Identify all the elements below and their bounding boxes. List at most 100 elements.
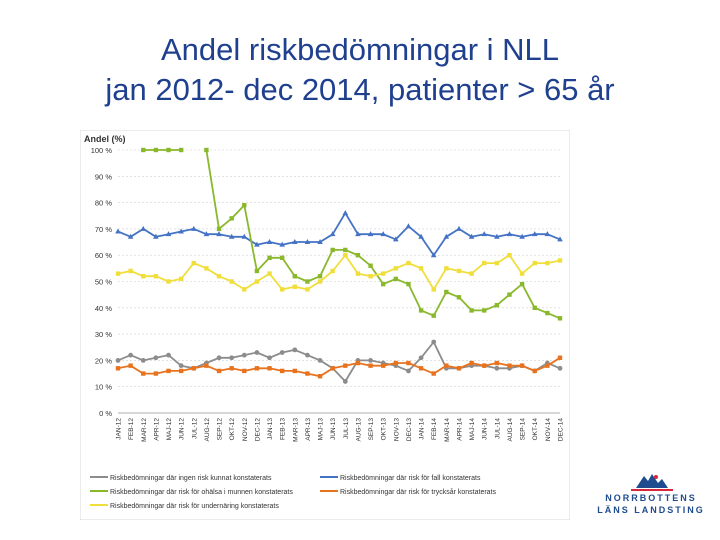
data-point bbox=[532, 305, 537, 310]
brand-emblem bbox=[631, 474, 673, 491]
data-point bbox=[368, 363, 373, 368]
x-tick-label: DEC-14 bbox=[558, 418, 565, 442]
data-point bbox=[178, 276, 184, 282]
data-point bbox=[216, 368, 222, 374]
data-point bbox=[140, 358, 146, 363]
data-point bbox=[418, 355, 424, 361]
data-point bbox=[115, 271, 121, 276]
data-point bbox=[444, 266, 449, 271]
legend-item: Riskbedömningar där risk för ohälsa i mu… bbox=[90, 489, 293, 496]
data-point bbox=[241, 352, 247, 358]
data-point bbox=[279, 350, 285, 355]
data-point bbox=[279, 368, 285, 374]
data-point bbox=[557, 258, 563, 263]
x-tick-label: JAN-13 bbox=[267, 418, 274, 440]
data-point bbox=[153, 371, 159, 376]
data-point bbox=[355, 231, 361, 237]
legend-item: Riskbedömningar där risk för trycksår ko… bbox=[320, 488, 496, 496]
series-3 bbox=[115, 355, 563, 379]
data-point bbox=[166, 147, 171, 153]
data-point bbox=[456, 366, 462, 371]
x-tick-label: JUN-13 bbox=[330, 418, 337, 440]
data-point bbox=[431, 339, 437, 345]
x-tick-label: JUN-12 bbox=[179, 418, 186, 440]
data-point bbox=[393, 266, 399, 271]
data-point bbox=[216, 226, 222, 232]
data-point bbox=[557, 355, 563, 360]
data-point bbox=[431, 287, 436, 292]
data-point bbox=[507, 363, 512, 368]
data-point bbox=[406, 368, 411, 374]
data-point bbox=[115, 366, 121, 371]
data-point bbox=[443, 233, 450, 239]
data-point bbox=[228, 233, 235, 239]
data-point bbox=[494, 365, 500, 371]
data-point bbox=[267, 271, 272, 276]
data-point bbox=[545, 310, 550, 316]
data-point bbox=[254, 268, 260, 274]
data-point bbox=[545, 363, 550, 368]
x-tick-label: JUL-14 bbox=[494, 418, 501, 439]
data-point bbox=[456, 268, 462, 274]
emblem-dot bbox=[654, 475, 658, 479]
legend-item: Riskbedömningar där ingen risk kunnat ko… bbox=[90, 475, 272, 482]
data-point bbox=[229, 279, 234, 284]
x-tick-label: MAR-13 bbox=[292, 418, 299, 442]
data-point bbox=[444, 363, 449, 368]
data-point bbox=[166, 368, 171, 374]
data-point bbox=[292, 368, 297, 374]
data-point bbox=[127, 233, 134, 239]
data-point bbox=[141, 371, 146, 376]
data-point bbox=[393, 360, 399, 366]
data-point bbox=[444, 289, 449, 295]
data-point bbox=[304, 239, 311, 245]
series-4 bbox=[115, 253, 563, 292]
data-point bbox=[406, 260, 411, 266]
data-point bbox=[507, 292, 512, 297]
data-point bbox=[482, 260, 487, 266]
x-tick-label: MAJ-13 bbox=[318, 418, 325, 441]
data-point bbox=[519, 271, 525, 276]
data-point bbox=[355, 360, 361, 366]
data-point bbox=[191, 366, 196, 371]
x-tick-label: MAJ-12 bbox=[166, 418, 173, 441]
data-point bbox=[266, 239, 273, 245]
data-point bbox=[430, 252, 437, 258]
data-point bbox=[153, 147, 159, 153]
data-point bbox=[494, 260, 500, 266]
y-tick-label: 40 % bbox=[95, 304, 112, 313]
series-1 bbox=[115, 210, 563, 258]
data-point bbox=[494, 233, 500, 239]
data-point bbox=[317, 274, 323, 279]
line-chart: Andel (%) 0 % 10 % 20 % 30 % 40 % 50 % 60 % 70 … bbox=[79, 129, 571, 521]
data-point bbox=[469, 271, 474, 276]
data-point bbox=[115, 228, 121, 234]
data-point bbox=[494, 302, 500, 308]
data-point bbox=[343, 253, 348, 258]
data-point bbox=[242, 287, 247, 292]
data-point bbox=[204, 363, 209, 368]
x-tick-label: JUN-14 bbox=[482, 418, 489, 440]
data-point bbox=[507, 253, 512, 258]
data-point bbox=[355, 253, 361, 258]
series-line bbox=[117, 212, 561, 257]
chart-container: Andel (%) 0 % 10 % 20 % 30 % 40 % 50 % 60 % 70 … bbox=[79, 129, 571, 521]
data-point bbox=[317, 239, 323, 245]
data-point bbox=[229, 366, 234, 371]
x-tick-label: SEP-14 bbox=[520, 418, 527, 441]
data-point bbox=[368, 358, 373, 363]
data-point bbox=[506, 231, 513, 237]
data-point bbox=[242, 368, 247, 374]
data-point bbox=[305, 371, 310, 376]
data-point bbox=[178, 368, 184, 374]
y-tick-label: 30 % bbox=[95, 330, 112, 339]
data-point bbox=[367, 231, 374, 237]
data-point bbox=[190, 225, 197, 231]
x-tick-label: SEP-12 bbox=[217, 418, 224, 441]
data-point bbox=[203, 231, 210, 237]
data-point bbox=[393, 236, 399, 242]
x-tick-label: DEC-13 bbox=[406, 418, 413, 442]
y-tick-label: 60 % bbox=[95, 251, 112, 260]
x-tick-label: AUG-14 bbox=[507, 418, 514, 442]
data-point bbox=[178, 228, 184, 234]
